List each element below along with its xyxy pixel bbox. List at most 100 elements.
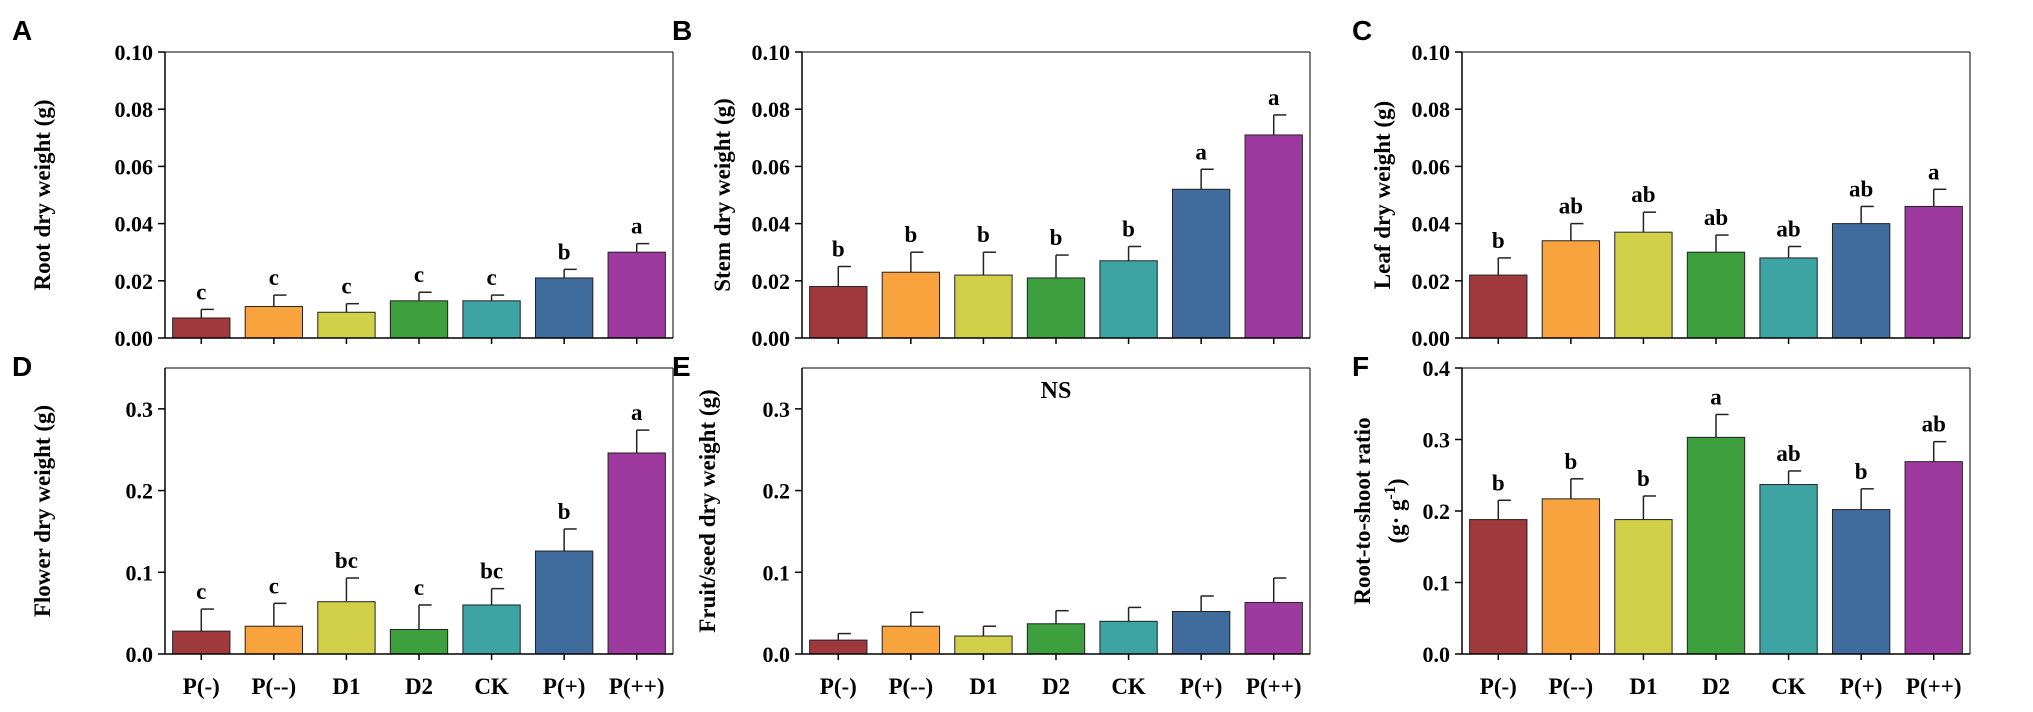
bar-D1 [317, 601, 376, 655]
bar-P(--) [881, 625, 941, 655]
bar-P(+) [534, 277, 594, 339]
y-tick-label: 0.00 [1412, 326, 1451, 351]
x-tick-label: D2 [1702, 674, 1730, 699]
y-tick-label: 0.08 [1412, 97, 1451, 122]
x-tick-label: P(-) [1480, 674, 1517, 699]
bar-P(-) [172, 630, 231, 655]
bar-P(--) [244, 306, 304, 339]
panel-F: Fb b b a ab b ab 0.0 0.1 0.2 0.3 0.4 P(-) P(--) D1 D2 CK… [1350, 351, 1971, 699]
x-tick-label: D1 [1629, 674, 1657, 699]
y-tick-label: 0.4 [1423, 356, 1451, 381]
y-tick-label: 0.0 [1423, 642, 1451, 667]
bar-P(-) [809, 286, 868, 339]
significance-label: c [196, 279, 206, 304]
bar-P(++) [607, 452, 666, 655]
bar-P(+) [1171, 188, 1231, 339]
bar-CK [1759, 484, 1818, 655]
x-tick-label: P(-) [183, 674, 220, 699]
bar-CK [1099, 260, 1158, 339]
y-axis-unit-label: (g· g-1) [1382, 478, 1409, 543]
bar-D1 [1614, 231, 1673, 339]
y-tick-label: 0.10 [1412, 40, 1451, 65]
y-tick-label: 0.1 [126, 560, 154, 585]
y-tick-label: 0.00 [752, 326, 791, 351]
significance-label: b [1122, 216, 1135, 241]
y-tick-label: 0.08 [752, 97, 791, 122]
y-tick-label: 0.0 [126, 642, 154, 667]
panel-B: Bb b b b b a a 0.00 0.02 0.04 0.06 0.08 0.10 Stem dry… [672, 15, 1311, 351]
significance-label: b [558, 499, 571, 524]
y-tick-label: 0.04 [1412, 212, 1451, 237]
bar-P(-) [809, 639, 868, 655]
y-tick-label: 0.04 [752, 212, 791, 237]
significance-label: ab [1849, 176, 1873, 201]
panel-D: Dc c bc c bc b a 0.0 0.1 0.2 0.3 P(-) P(--) D1 D2 CK P(+… [12, 351, 674, 699]
significance-label: c [269, 265, 279, 290]
panel-letter: A [12, 15, 32, 46]
y-tick-label: 0.00 [115, 326, 154, 351]
x-tick-label: P(-) [820, 674, 857, 699]
significance-label: c [269, 573, 279, 598]
panel-letter: E [672, 351, 691, 382]
significance-label: b [1564, 449, 1577, 474]
significance-label: c [486, 265, 496, 290]
x-tick-label: D2 [1042, 674, 1070, 699]
y-tick-label: 0.02 [115, 269, 154, 294]
panel-A: Ac c c c c b a 0.00 0.02 0.04 0.06 0.08 0.10 Root dry… [12, 15, 674, 351]
significance-label: a [631, 400, 643, 425]
y-tick-label: 0.1 [1423, 571, 1451, 596]
y-axis-label: Leaf dry weight (g) [1370, 101, 1395, 289]
significance-label: ab [1776, 441, 1800, 466]
significance-label: c [414, 575, 424, 600]
bar-D2 [1686, 251, 1746, 339]
significance-label: b [1855, 459, 1868, 484]
significance-label: c [414, 262, 424, 287]
y-axis-label: Root-to-shoot ratio [1350, 417, 1375, 604]
y-tick-label: 0.0 [763, 642, 791, 667]
bar-D1 [317, 311, 376, 339]
bar-P(+) [1831, 509, 1891, 655]
bar-P(--) [1541, 240, 1601, 339]
x-tick-label: D1 [332, 674, 360, 699]
bar-D1 [1614, 519, 1673, 655]
significance-label: ab [1776, 216, 1800, 241]
y-tick-label: 0.06 [1412, 154, 1451, 179]
bar-P(+) [1831, 223, 1891, 339]
y-tick-label: 0.02 [1412, 269, 1451, 294]
bar-P(--) [881, 271, 941, 339]
x-tick-label: P(+) [543, 674, 585, 699]
panel-letter: B [672, 15, 692, 46]
x-tick-label: P(+) [1180, 674, 1222, 699]
bar-P(-) [1469, 519, 1528, 655]
y-tick-label: 0.3 [763, 397, 791, 422]
significance-label: a [631, 214, 643, 239]
x-tick-label: D1 [969, 674, 997, 699]
bar-P(--) [244, 625, 304, 655]
bar-D2 [1026, 623, 1086, 655]
y-tick-label: 0.2 [126, 479, 154, 504]
bar-P(+) [534, 550, 594, 655]
significance-label: a [1268, 85, 1280, 110]
significance-label: a [1928, 159, 1940, 184]
bar-P(++) [1904, 205, 1963, 339]
significance-label: a [1710, 384, 1722, 409]
significance-label: b [904, 222, 917, 247]
significance-label: a [1195, 139, 1207, 164]
bar-P(++) [1904, 461, 1963, 655]
panel-letter: F [1352, 351, 1369, 382]
x-tick-label: CK [1111, 674, 1146, 699]
y-tick-label: 0.3 [126, 397, 154, 422]
significance-label: c [196, 579, 206, 604]
bar-D2 [389, 300, 449, 339]
y-tick-label: 0.3 [1423, 428, 1451, 453]
significance-label: bc [480, 559, 503, 584]
y-tick-label: 0.1 [763, 560, 791, 585]
bar-P(++) [1244, 134, 1303, 339]
significance-label: b [1050, 225, 1063, 250]
y-tick-label: 0.06 [752, 154, 791, 179]
y-axis-label: Fruit/seed dry weight (g) [695, 389, 720, 632]
significance-label: ab [1704, 205, 1728, 230]
annotation-ns: NS [1041, 378, 1072, 404]
panel-letter: D [12, 351, 32, 382]
